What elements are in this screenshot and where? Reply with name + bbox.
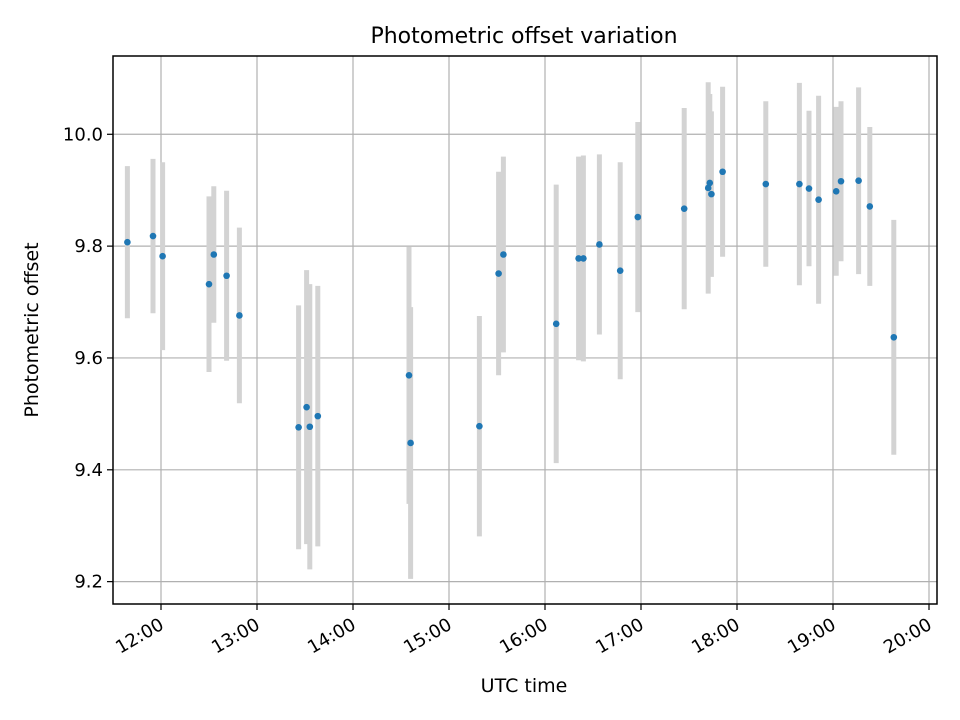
data-point [762, 180, 770, 188]
data-point [855, 177, 862, 184]
y-axis-ticks: 9.2 9.4 9.6 9.8 10.0 [63, 124, 113, 593]
data-point [805, 185, 813, 192]
data-point [236, 312, 243, 319]
data-point [866, 203, 874, 210]
data-point [719, 168, 726, 176]
y-tick-label: 9.6 [74, 348, 103, 369]
chart-title: Photometric offset variation [370, 24, 677, 49]
plot-frame [112, 55, 938, 605]
data-point [890, 333, 898, 341]
data-point [306, 423, 314, 431]
data-point [596, 241, 603, 248]
data-point [575, 255, 582, 262]
data-point [407, 439, 414, 447]
data-point [303, 403, 310, 411]
y-tick-label: 9.2 [74, 572, 103, 593]
data-point [223, 272, 230, 280]
data-point [552, 320, 560, 328]
data-point [295, 423, 302, 431]
data-point [616, 267, 624, 275]
data-points [124, 168, 898, 447]
data-point [706, 179, 714, 187]
y-tick-label: 9.8 [74, 236, 103, 257]
data-point [580, 255, 587, 262]
x-axis-label: UTC time [481, 675, 568, 697]
data-point [495, 270, 502, 277]
data-point [205, 280, 213, 288]
y-tick-label: 9.4 [74, 460, 103, 481]
data-point [405, 371, 413, 379]
data-point [815, 196, 822, 204]
data-point [149, 232, 157, 240]
y-axis-label: Photometric offset [21, 242, 43, 417]
grid-lines [113, 56, 937, 604]
y-tick-label: 10.0 [63, 124, 103, 145]
data-point [159, 252, 166, 260]
data-point [796, 180, 803, 188]
data-point [124, 238, 131, 246]
data-point [634, 213, 642, 221]
data-point [837, 177, 845, 185]
data-point [708, 190, 715, 198]
data-point [704, 184, 712, 192]
data-point [476, 422, 483, 430]
data-point [210, 251, 218, 258]
data-point [832, 188, 840, 195]
data-point [680, 205, 688, 212]
data-point [500, 251, 507, 258]
data-point [314, 412, 322, 420]
